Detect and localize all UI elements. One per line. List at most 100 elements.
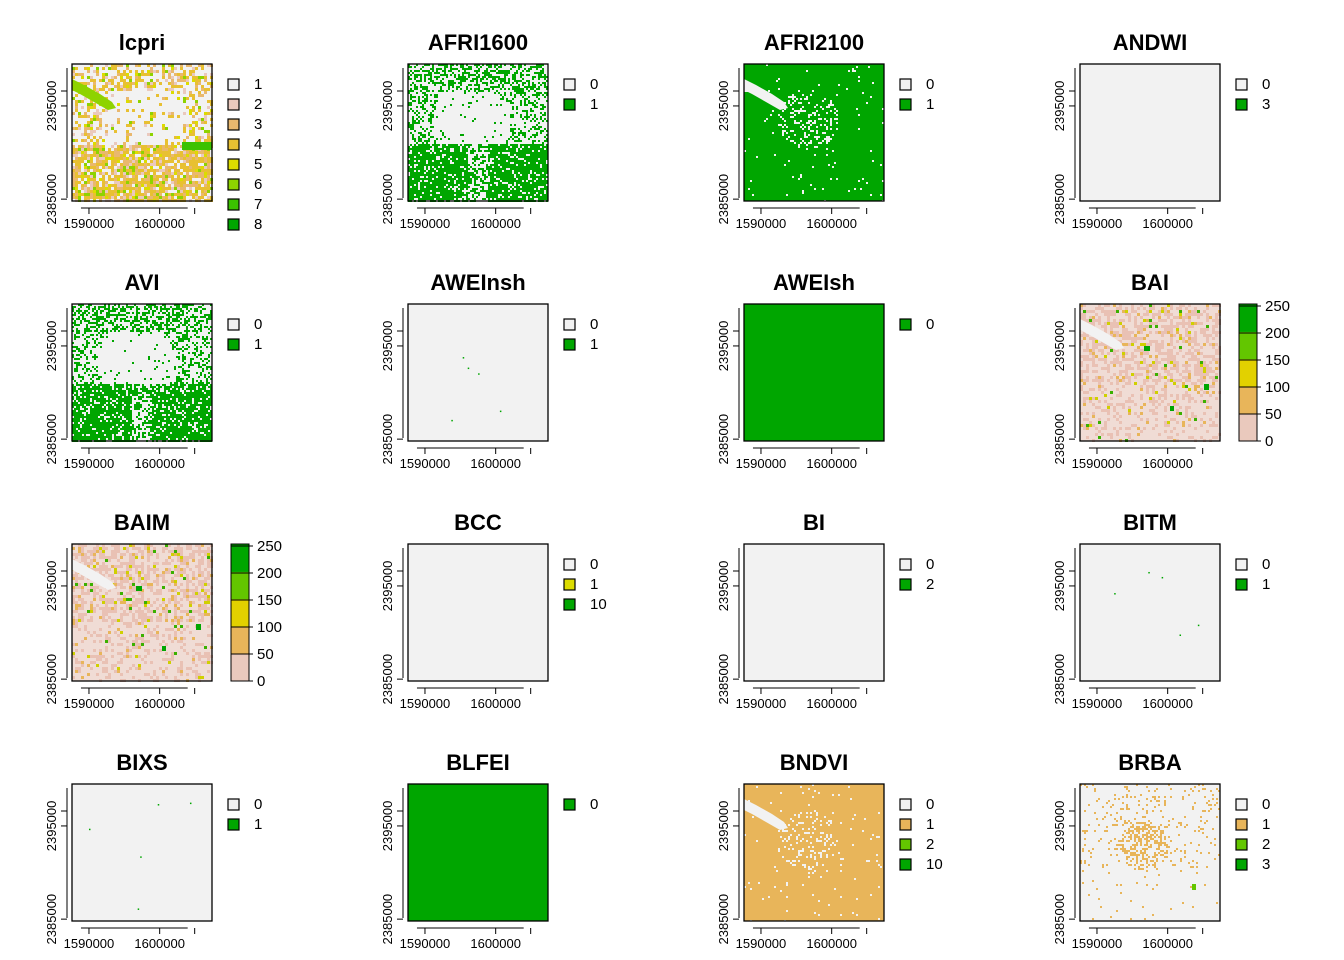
legend-label: 0 (926, 796, 934, 813)
x-tick-label: 1590000 (1072, 936, 1123, 951)
x-tick-label: 1600000 (470, 936, 521, 951)
legend-swatch (563, 578, 576, 591)
y-tick-label: 2395000 (380, 561, 395, 612)
legend-swatch (899, 98, 912, 111)
y-tick-label: 2385000 (716, 174, 731, 225)
plot-frame (1079, 543, 1221, 682)
legend-label: 0 (926, 556, 934, 573)
panel-blfei: BLFEI 1590000 1600000 2385000 2395000 0 (380, 750, 598, 951)
y-tick-label: 2395000 (44, 321, 59, 372)
x-tick-label: 1600000 (1142, 696, 1193, 711)
x-tick-label: 1600000 (1142, 456, 1193, 471)
panel-title: lcpri (119, 30, 165, 55)
legend-label: 1 (590, 96, 598, 113)
x-tick-label: 1600000 (806, 696, 857, 711)
legend-swatch (227, 798, 240, 811)
legend-label: 2 (926, 836, 934, 853)
panel-title: AWEInsh (430, 270, 525, 295)
x-tick-label: 1600000 (470, 696, 521, 711)
legend-label: 1 (254, 816, 262, 833)
panel-title: BCC (454, 510, 502, 535)
legend-swatch (1235, 578, 1248, 591)
legend-label: 0 (1262, 76, 1270, 93)
legend-swatch (563, 78, 576, 91)
legend-swatch (563, 558, 576, 571)
raster-fill (744, 544, 884, 681)
plot-frame (743, 63, 885, 202)
legend-swatch (227, 178, 240, 191)
panel-avi: AVI 1590000 1600000 2385000 2395000 0 1 (44, 270, 262, 471)
legend-swatch (899, 818, 912, 831)
legend-swatch (563, 798, 576, 811)
x-tick-label: 1590000 (1072, 456, 1123, 471)
legend-label: 1 (1262, 816, 1270, 833)
legend-label: 4 (254, 136, 262, 153)
colorbar-label: 200 (257, 565, 282, 582)
panel-title: AVI (124, 270, 159, 295)
panel-aweinsh: AWEInsh 1590000 1600000 2385000 2395000 0 1 (380, 270, 598, 471)
raster-fill (72, 784, 212, 921)
panel-title: BITM (1123, 510, 1177, 535)
y-tick-label: 2385000 (716, 654, 731, 705)
y-tick-label: 2395000 (1052, 801, 1067, 852)
y-tick-label: 2395000 (44, 801, 59, 852)
panel-afri1600: AFRI1600 1590000 1600000 2385000 2395000 0 1 (380, 30, 598, 231)
legend-swatch (899, 318, 912, 331)
legend-label: 0 (590, 76, 598, 93)
x-tick-label: 1590000 (64, 456, 115, 471)
plot-frame (407, 543, 549, 682)
y-tick-label: 2385000 (44, 894, 59, 945)
legend-label: 2 (254, 96, 262, 113)
panel-brba: BRBA 1590000 1600000 2385000 2395000 0 1 2 3 (1052, 750, 1270, 951)
legend-label: 6 (254, 176, 262, 193)
plot-frame (71, 63, 213, 202)
legend-swatch (227, 318, 240, 331)
y-tick-label: 2395000 (716, 81, 731, 132)
plot-frame (71, 543, 213, 682)
raster-fill (1080, 544, 1220, 681)
legend-label: 1 (590, 336, 598, 353)
raster-fill (408, 784, 548, 921)
colorbar-label: 250 (257, 538, 282, 555)
raster-fill (1080, 64, 1220, 201)
legend-swatch (563, 98, 576, 111)
legend-label: 1 (590, 576, 598, 593)
plot-frame (743, 303, 885, 442)
y-tick-label: 2395000 (44, 561, 59, 612)
legend-label: 1 (254, 76, 262, 93)
y-tick-label: 2385000 (44, 414, 59, 465)
raster-fill (744, 304, 884, 441)
legend-swatch (1235, 98, 1248, 111)
y-tick-label: 2385000 (380, 414, 395, 465)
y-tick-label: 2395000 (1052, 321, 1067, 372)
x-tick-label: 1590000 (64, 696, 115, 711)
legend-swatch (227, 198, 240, 211)
y-tick-label: 2395000 (716, 801, 731, 852)
river-shape (72, 79, 116, 110)
colorbar-label: 250 (1265, 298, 1290, 315)
legend-swatch (227, 818, 240, 831)
legend-label: 0 (254, 796, 262, 813)
x-tick-label: 1590000 (1072, 696, 1123, 711)
y-tick-label: 2395000 (1052, 561, 1067, 612)
y-tick-label: 2385000 (44, 174, 59, 225)
colorbar-label: 50 (1265, 406, 1282, 423)
panel-bi: BI 1590000 1600000 2385000 2395000 0 2 (716, 510, 934, 711)
legend-label: 0 (590, 796, 598, 813)
legend-swatch (227, 218, 240, 231)
x-tick-label: 1600000 (806, 936, 857, 951)
panel-andwi: ANDWI 1590000 1600000 2385000 2395000 0 3 (1052, 30, 1270, 231)
x-tick-label: 1590000 (64, 936, 115, 951)
legend-label: 8 (254, 216, 262, 233)
x-tick-label: 1600000 (134, 936, 185, 951)
x-tick-label: 1590000 (400, 456, 451, 471)
panel-baim: BAIM 1590000 1600000 2385000 2395000 250 200 15… (44, 510, 282, 711)
panel-title: BAI (1131, 270, 1169, 295)
legend-swatch (1235, 78, 1248, 91)
legend-swatch (227, 98, 240, 111)
raster-fill (408, 304, 548, 441)
y-tick-label: 2385000 (380, 894, 395, 945)
legend-label: 2 (926, 576, 934, 593)
legend-label: 10 (590, 596, 607, 613)
x-tick-label: 1590000 (736, 456, 787, 471)
